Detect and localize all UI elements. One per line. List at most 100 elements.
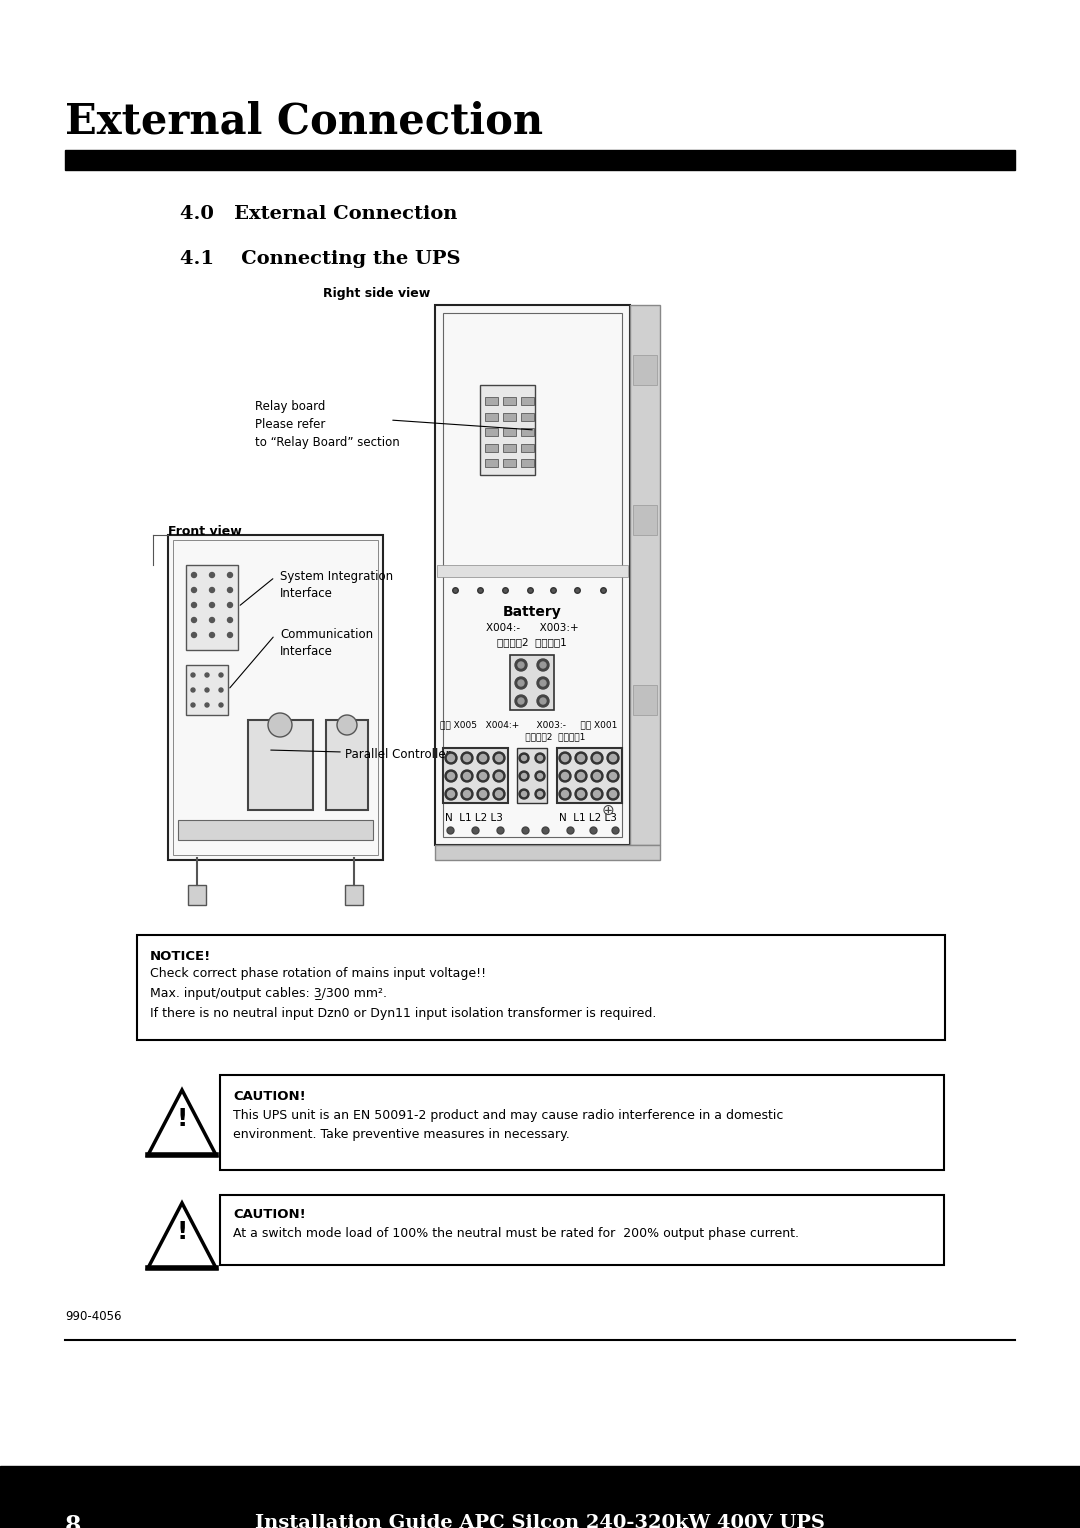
Bar xyxy=(186,565,238,649)
Bar xyxy=(630,306,660,845)
Circle shape xyxy=(191,587,197,593)
Circle shape xyxy=(477,752,489,764)
Bar xyxy=(186,665,228,715)
Circle shape xyxy=(515,677,527,689)
Circle shape xyxy=(518,662,524,668)
Circle shape xyxy=(219,672,222,677)
Circle shape xyxy=(477,788,489,801)
Circle shape xyxy=(594,790,600,798)
Text: This UPS unit is an EN 50091-2 product and may cause radio interference in a dom: This UPS unit is an EN 50091-2 product a… xyxy=(233,1109,783,1141)
Text: System Integration
Interface: System Integration Interface xyxy=(280,570,393,601)
Circle shape xyxy=(191,672,195,677)
Bar xyxy=(485,428,498,435)
Polygon shape xyxy=(148,1089,216,1155)
Bar xyxy=(517,749,546,804)
Bar xyxy=(220,1195,944,1265)
Bar xyxy=(178,821,373,840)
Bar xyxy=(521,428,534,435)
Circle shape xyxy=(562,755,568,761)
Circle shape xyxy=(518,680,524,686)
Circle shape xyxy=(461,788,473,801)
Bar xyxy=(0,1465,1080,1528)
Bar xyxy=(633,354,657,385)
Polygon shape xyxy=(148,1203,216,1268)
Circle shape xyxy=(228,573,232,578)
Bar xyxy=(345,885,363,905)
Circle shape xyxy=(535,772,545,781)
Circle shape xyxy=(210,633,215,637)
Circle shape xyxy=(496,773,502,779)
Circle shape xyxy=(522,773,527,778)
Text: Communication
Interface: Communication Interface xyxy=(280,628,373,659)
Circle shape xyxy=(480,755,486,761)
Circle shape xyxy=(575,770,588,782)
Circle shape xyxy=(540,680,546,686)
Circle shape xyxy=(205,672,210,677)
Circle shape xyxy=(535,753,545,762)
Bar xyxy=(437,565,627,578)
Circle shape xyxy=(496,790,502,798)
Circle shape xyxy=(522,792,527,796)
Bar xyxy=(137,935,945,1041)
Circle shape xyxy=(219,703,222,707)
Text: If there is no neutral input Dzn0 or Dyn11 input isolation transformer is requir: If there is no neutral input Dzn0 or Dyn… xyxy=(150,1007,657,1021)
Circle shape xyxy=(463,773,471,779)
Text: N  L1 L2 L3: N L1 L2 L3 xyxy=(559,813,617,824)
Bar xyxy=(65,150,1015,170)
Circle shape xyxy=(205,688,210,692)
Circle shape xyxy=(445,770,457,782)
Circle shape xyxy=(559,770,571,782)
Circle shape xyxy=(591,788,603,801)
Text: Parallel Controller: Parallel Controller xyxy=(345,749,450,761)
Circle shape xyxy=(447,790,455,798)
Circle shape xyxy=(191,688,195,692)
Circle shape xyxy=(447,773,455,779)
Text: Installation Guide APC Silcon 240-320kW 400V UPS: Installation Guide APC Silcon 240-320kW … xyxy=(255,1514,825,1528)
Text: 4.1    Connecting the UPS: 4.1 Connecting the UPS xyxy=(180,251,460,267)
Circle shape xyxy=(578,773,584,779)
Bar xyxy=(557,749,622,804)
Bar xyxy=(248,720,313,810)
Circle shape xyxy=(537,677,549,689)
Bar xyxy=(503,413,515,420)
Circle shape xyxy=(578,790,584,798)
Bar xyxy=(633,504,657,535)
Bar xyxy=(503,428,515,435)
Circle shape xyxy=(575,752,588,764)
Circle shape xyxy=(607,770,619,782)
Circle shape xyxy=(575,788,588,801)
Text: Right side view: Right side view xyxy=(323,287,430,299)
Circle shape xyxy=(591,770,603,782)
Circle shape xyxy=(480,773,486,779)
Circle shape xyxy=(594,773,600,779)
Text: Relay board
Please refer
to “Relay Board” section: Relay board Please refer to “Relay Board… xyxy=(255,400,400,449)
Text: External Connection: External Connection xyxy=(65,99,543,142)
Bar xyxy=(503,460,515,468)
Bar xyxy=(510,656,554,711)
Circle shape xyxy=(559,788,571,801)
Circle shape xyxy=(463,755,471,761)
Bar xyxy=(443,749,508,804)
Text: 出力 X005   X004:+      X003:-     入力 X001: 出力 X005 X004:+ X003:- 入力 X001 xyxy=(440,720,618,729)
Circle shape xyxy=(607,788,619,801)
Text: Battery: Battery xyxy=(502,605,562,619)
Circle shape xyxy=(538,792,542,796)
Circle shape xyxy=(210,602,215,608)
Bar xyxy=(485,397,498,405)
Circle shape xyxy=(228,587,232,593)
Bar xyxy=(485,460,498,468)
Circle shape xyxy=(191,633,197,637)
Circle shape xyxy=(492,788,505,801)
Circle shape xyxy=(463,790,471,798)
Text: 4.0   External Connection: 4.0 External Connection xyxy=(180,205,457,223)
Circle shape xyxy=(522,755,527,761)
Bar xyxy=(633,685,657,715)
Circle shape xyxy=(515,695,527,707)
Circle shape xyxy=(562,790,568,798)
Text: ⊕: ⊕ xyxy=(602,802,615,817)
Circle shape xyxy=(205,703,210,707)
Circle shape xyxy=(191,573,197,578)
Circle shape xyxy=(191,703,195,707)
Circle shape xyxy=(519,753,529,762)
Text: バッテリ2  バッテリ1: バッテリ2 バッテリ1 xyxy=(485,732,585,741)
